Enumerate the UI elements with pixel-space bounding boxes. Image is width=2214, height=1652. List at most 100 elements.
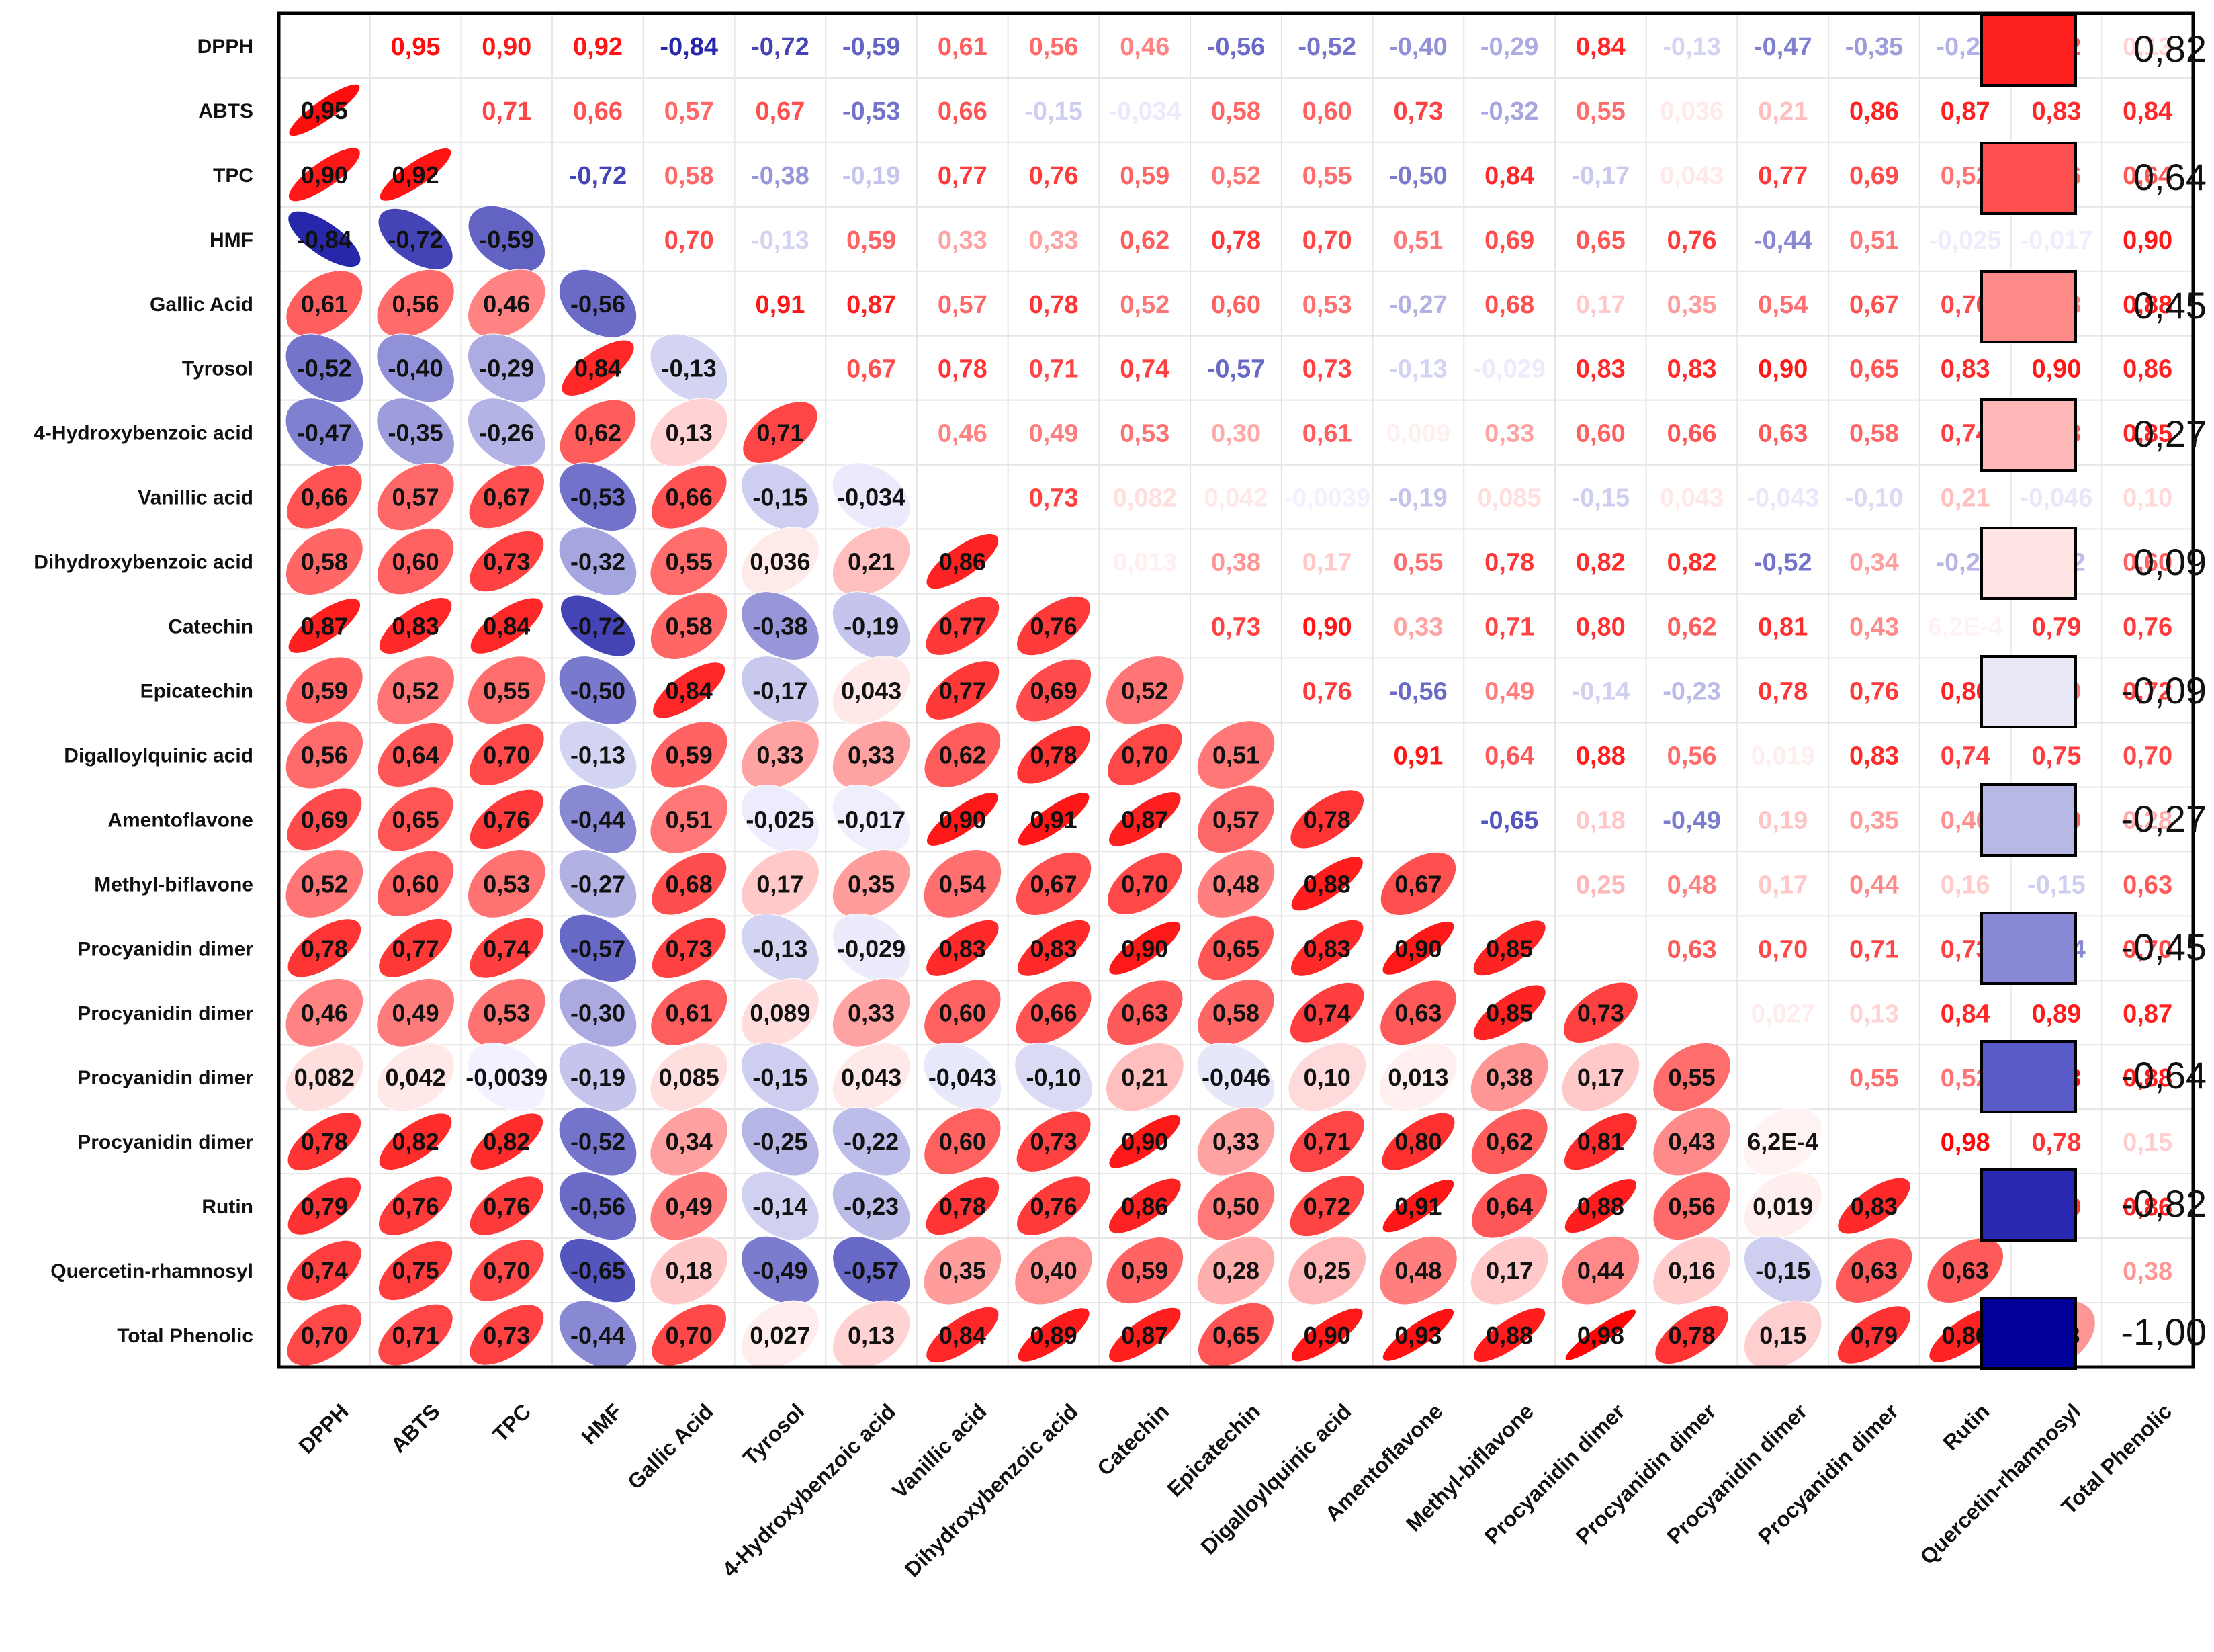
correlation-ellipse bbox=[469, 917, 545, 979]
cell bbox=[2101, 206, 2194, 272]
upper-value-label: -0,046 bbox=[2021, 484, 2093, 513]
cell bbox=[2101, 1044, 2194, 1111]
correlation-ellipse bbox=[1017, 1307, 1090, 1362]
ellipse-layer bbox=[285, 83, 2096, 1370]
correlation-ellipse bbox=[467, 656, 546, 725]
correlation-ellipse bbox=[558, 462, 637, 532]
correlation-ellipse bbox=[1196, 1106, 1276, 1176]
lower-value-label: 0,58 bbox=[301, 548, 348, 576]
correlation-ellipse bbox=[1380, 851, 1457, 916]
lower-value-label: 0,89 bbox=[1030, 1321, 1077, 1349]
correlation-ellipse bbox=[1743, 1235, 1822, 1305]
lower-value-label: 0,79 bbox=[301, 1192, 348, 1220]
cell bbox=[916, 141, 1009, 208]
lower-value-label: 0,66 bbox=[1030, 999, 1077, 1027]
correlation-ellipse bbox=[469, 789, 544, 850]
cell bbox=[1736, 593, 1830, 659]
cell bbox=[2010, 1237, 2103, 1304]
correlation-ellipse bbox=[558, 1042, 637, 1112]
correlation-ellipse bbox=[1106, 723, 1183, 787]
correlation-ellipse bbox=[1289, 982, 1365, 1043]
lower-value-label: 0,40 bbox=[1030, 1257, 1077, 1285]
lower-value-label: 0,90 bbox=[1394, 934, 1442, 962]
cell bbox=[1372, 528, 1465, 595]
lower-value-label: 0,49 bbox=[392, 999, 439, 1027]
upper-value-label: -0,15 bbox=[1024, 97, 1083, 126]
row-label: Gallic Acid bbox=[150, 294, 253, 316]
cell bbox=[1190, 141, 1282, 208]
upper-value-label: 0,16 bbox=[1941, 871, 1990, 899]
lower-value-label: 0,84 bbox=[939, 1321, 986, 1349]
lower-value-label: -0,32 bbox=[570, 548, 625, 576]
lower-value-label: -0,52 bbox=[570, 1128, 625, 1156]
correlation-ellipse bbox=[376, 850, 455, 918]
lower-value-label: -0,0039 bbox=[466, 1063, 547, 1091]
lower-value-label: 0,62 bbox=[1486, 1128, 1533, 1156]
lower-value-label: 0,84 bbox=[666, 677, 713, 705]
lower-value-label: 0,60 bbox=[939, 999, 986, 1027]
lower-value-label: 0,56 bbox=[392, 290, 439, 318]
upper-value-label: 0,49 bbox=[1029, 420, 1079, 448]
cell bbox=[916, 399, 1009, 466]
cell bbox=[1190, 335, 1282, 401]
lower-value-label: 0,44 bbox=[1577, 1257, 1624, 1285]
lower-value-label: 0,63 bbox=[1121, 999, 1168, 1027]
cell bbox=[1463, 206, 1556, 272]
lower-value-label: 0,98 bbox=[1577, 1321, 1624, 1349]
lower-value-label: -0,57 bbox=[844, 1257, 899, 1285]
lower-value-label: -0,046 bbox=[1202, 1063, 1270, 1091]
cell bbox=[1828, 77, 1920, 143]
correlation-ellipse bbox=[1016, 658, 1092, 722]
lower-value-label: 0,72 bbox=[1304, 1192, 1351, 1220]
row-label: Dihydroxybenzoic acid bbox=[34, 552, 253, 574]
lower-value-label: 0,74 bbox=[301, 1257, 348, 1285]
upper-value-label: -0,56 bbox=[1207, 33, 1266, 61]
lower-value-label: 0,60 bbox=[392, 870, 439, 898]
upper-value-label: 0,78 bbox=[938, 355, 987, 384]
lower-value-label: 0,59 bbox=[1121, 1257, 1168, 1285]
upper-value-label: 0,58 bbox=[664, 162, 714, 190]
correlation-ellipse bbox=[923, 1042, 1002, 1112]
upper-value-label: 0,027 bbox=[1751, 1000, 1815, 1028]
correlation-ellipse bbox=[1835, 1237, 1913, 1303]
correlation-ellipse bbox=[1289, 1110, 1365, 1173]
lower-value-label: 0,77 bbox=[939, 677, 986, 705]
lower-value-label: 0,70 bbox=[666, 1321, 713, 1349]
cell bbox=[825, 270, 918, 337]
correlation-ellipse bbox=[650, 1235, 729, 1305]
lower-value-label: 0,52 bbox=[301, 870, 348, 898]
correlation-ellipse bbox=[1105, 1042, 1184, 1112]
lower-value-label: -0,025 bbox=[746, 806, 814, 833]
lower-value-label: 0,75 bbox=[392, 1257, 439, 1285]
row-label: Rutin bbox=[202, 1196, 253, 1218]
lower-value-label: 0,63 bbox=[1942, 1257, 1989, 1285]
correlation-ellipse bbox=[1472, 1307, 1546, 1363]
correlation-ellipse bbox=[742, 401, 818, 464]
upper-value-label: -0,13 bbox=[1663, 33, 1721, 61]
correlation-ellipse bbox=[1106, 852, 1183, 916]
correlation-ellipse bbox=[558, 977, 637, 1047]
correlation-ellipse bbox=[1561, 1235, 1640, 1305]
upper-value-label: 0,87 bbox=[846, 291, 896, 319]
cell bbox=[1828, 915, 1920, 982]
upper-value-label: 0,55 bbox=[1576, 97, 1626, 126]
lower-value-label: 0,58 bbox=[1212, 999, 1259, 1027]
lower-value-label: 0,58 bbox=[666, 613, 713, 640]
lower-value-label: -0,53 bbox=[570, 484, 625, 511]
upper-value-label: -0,56 bbox=[1389, 678, 1448, 706]
legend-label: 0,09 bbox=[2133, 541, 2207, 583]
correlation-ellipse bbox=[285, 720, 364, 789]
correlation-ellipse bbox=[651, 852, 727, 916]
legend-swatch bbox=[1980, 783, 2077, 857]
lower-value-label: 0,25 bbox=[1304, 1257, 1351, 1285]
upper-value-label: 0,88 bbox=[2123, 1064, 2172, 1092]
upper-value-label: 0,60 bbox=[1302, 97, 1352, 126]
cell bbox=[1463, 270, 1556, 337]
lower-value-label: 0,82 bbox=[483, 1128, 530, 1156]
lower-value-label: 0,78 bbox=[1030, 741, 1077, 769]
lower-value-label: 0,87 bbox=[1121, 1321, 1168, 1349]
correlation-ellipse bbox=[376, 398, 455, 468]
correlation-ellipse bbox=[1290, 1307, 1364, 1362]
correlation-ellipse bbox=[379, 147, 452, 202]
upper-value-label: 0,90 bbox=[1758, 355, 1808, 384]
